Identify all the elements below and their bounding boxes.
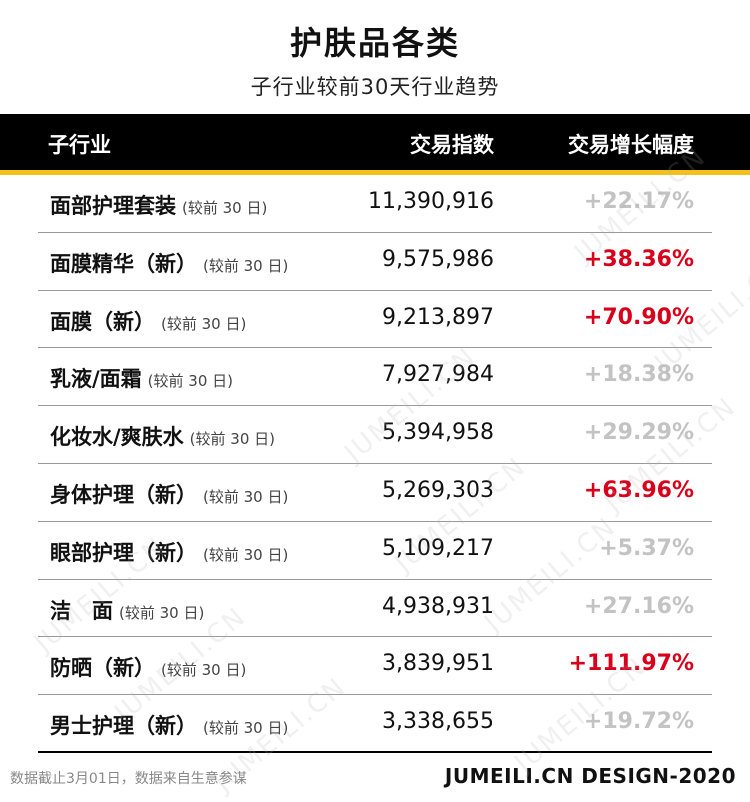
category-label: 化妆水/爽肤水	[50, 425, 184, 450]
table-row: 面膜精华（新） (较前 30 日) 9,575,986 +38.36%	[38, 233, 712, 291]
category-label: 面部护理套装	[50, 194, 176, 218]
category-name: 乳液/面霜 (较前 30 日)	[50, 363, 233, 393]
growth-value: +38.36%	[583, 246, 694, 272]
category-label: 面膜精华（新）	[50, 251, 197, 276]
trade-index-value: 9,575,986	[382, 246, 494, 272]
category-label: 洁 面	[50, 598, 113, 623]
trade-index-value: 9,213,897	[382, 304, 494, 330]
page-title: 护肤品各类	[289, 24, 460, 62]
category-label: 男士护理（新）	[50, 714, 197, 739]
table-header: 子行业 交易指数 交易增长幅度	[0, 114, 750, 170]
header-index: 交易指数	[410, 133, 494, 157]
table-row: 身体护理（新） (较前 30 日) 5,269,303 +63.96%	[38, 464, 712, 522]
category-name: 眼部护理（新） (较前 30 日)	[50, 537, 288, 567]
trade-index-value: 5,269,303	[382, 477, 494, 503]
category-name: 身体护理（新） (较前 30 日)	[50, 479, 288, 509]
trade-index-value: 3,338,655	[382, 709, 494, 735]
category-label: 乳液/面霜	[50, 367, 142, 392]
header-accent-bar	[0, 170, 750, 175]
growth-value: +5.37%	[599, 535, 694, 561]
table-row: 面部护理套装 (较前 30 日) 11,390,916 +22.17%	[38, 175, 712, 233]
growth-value: +22.17%	[583, 189, 694, 214]
data-source-note: 数据截止3月01日，数据来自生意参谋	[10, 771, 247, 787]
comparison-note: (较前 30 日)	[203, 545, 289, 564]
growth-value: +18.38%	[583, 362, 694, 388]
trade-index-value: 5,109,217	[382, 535, 494, 561]
comparison-note: (较前 30 日)	[203, 256, 289, 275]
category-name: 防晒（新） (较前 30 日)	[50, 652, 246, 682]
trade-index-value: 3,839,951	[382, 651, 494, 677]
comparison-note: (较前 30 日)	[189, 430, 275, 449]
table-row: 洁 面 (较前 30 日) 4,938,931 +27.16%	[38, 580, 712, 638]
trade-index-value: 4,938,931	[382, 593, 494, 619]
header-category: 子行业	[48, 133, 111, 157]
table-row: 化妆水/爽肤水 (较前 30 日) 5,394,958 +29.29%	[38, 406, 712, 464]
table-row: 乳液/面霜 (较前 30 日) 7,927,984 +18.38%	[38, 348, 712, 407]
table-row: 男士护理（新） (较前 30 日) 3,338,655 +19.72%	[38, 695, 712, 753]
growth-value: +27.16%	[583, 593, 694, 619]
category-label: 身体护理（新）	[50, 482, 197, 507]
category-name: 洁 面 (较前 30 日)	[50, 595, 204, 625]
trade-index-value: 11,390,916	[368, 189, 494, 214]
growth-value: +63.96%	[583, 477, 694, 503]
category-label: 防晒（新）	[50, 656, 155, 681]
comparison-note: (较前 30 日)	[119, 603, 205, 622]
category-name: 男士护理（新） (较前 30 日)	[50, 710, 288, 740]
comparison-note: (较前 30 日)	[161, 314, 247, 333]
growth-value: +19.72%	[583, 709, 694, 735]
category-name: 面部护理套装 (较前 30 日)	[50, 190, 267, 220]
growth-value: +70.90%	[583, 304, 694, 330]
trade-index-value: 7,927,984	[382, 362, 494, 388]
growth-value: +111.97%	[568, 651, 694, 677]
header-growth: 交易增长幅度	[568, 133, 694, 157]
comparison-note: (较前 30 日)	[161, 661, 247, 680]
category-label: 面膜（新）	[50, 309, 155, 334]
category-name: 面膜精华（新） (较前 30 日)	[50, 248, 288, 278]
comparison-note: (较前 30 日)	[147, 372, 233, 391]
table-row: 眼部护理（新） (较前 30 日) 5,109,217 +5.37%	[38, 522, 712, 580]
trade-index-value: 5,394,958	[382, 420, 494, 446]
data-table: 面部护理套装 (较前 30 日) 11,390,916 +22.17% 面膜精华（新） (…	[38, 175, 712, 753]
category-label: 眼部护理（新）	[50, 540, 197, 565]
brand-credit: JUMEILI.CN DESIGN-2020	[444, 764, 736, 788]
comparison-note: (较前 30 日)	[182, 199, 268, 217]
comparison-note: (较前 30 日)	[203, 487, 289, 506]
table-row: 面膜（新） (较前 30 日) 9,213,897 +70.90%	[38, 291, 712, 349]
page-subtitle: 子行业较前30天行业趋势	[250, 75, 500, 99]
comparison-note: (较前 30 日)	[203, 719, 289, 738]
table-row: 防晒（新） (较前 30 日) 3,839,951 +111.97%	[38, 637, 712, 696]
category-name: 面膜（新） (较前 30 日)	[50, 306, 246, 336]
category-name: 化妆水/爽肤水 (较前 30 日)	[50, 421, 275, 451]
growth-value: +29.29%	[583, 420, 694, 446]
